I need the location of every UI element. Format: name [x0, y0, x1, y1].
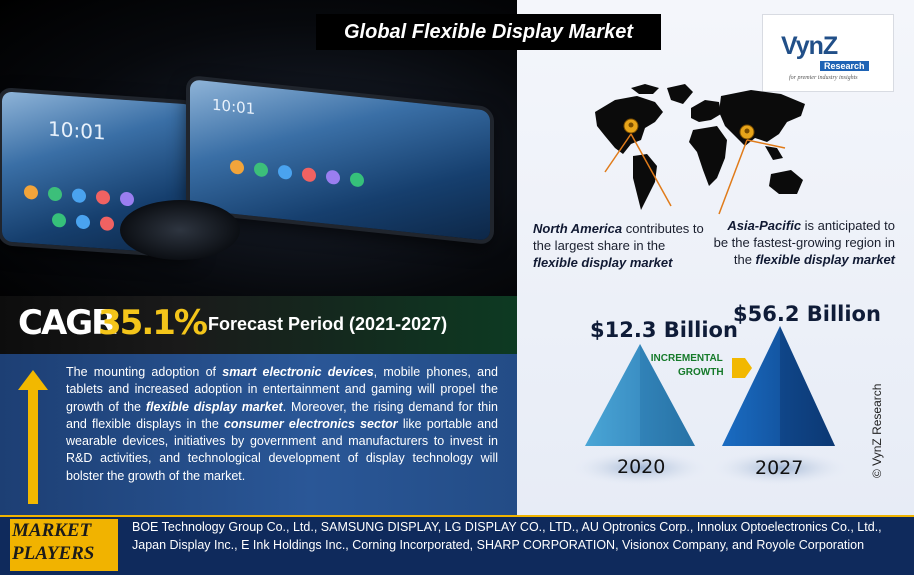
map-pin-north-america [623, 118, 639, 134]
asia-pacific-label: Asia-Pacific [727, 218, 802, 233]
cagr-strip: CAGR 35.1% Forecast Period (2021-2027) [0, 296, 517, 354]
map-pin-asia-pacific [739, 124, 755, 140]
pointer-line-na [604, 133, 632, 173]
incremental-growth-label: INCREMENTAL GROWTH [650, 353, 724, 378]
copyright-text: © VynZ Research [870, 383, 884, 478]
cagr-label: CAGR [18, 303, 117, 343]
app-icons-row-right [230, 159, 364, 188]
phone-clock-right: 10:01 [212, 95, 256, 119]
vynz-logo: VynZ Research for premier industry insig… [762, 14, 894, 92]
logo-subtitle: Research [820, 61, 869, 71]
market-players-list: BOE Technology Group Co., Ltd., SAMSUNG … [132, 520, 882, 552]
year-2027: 2027 [755, 457, 804, 479]
pyramid-base-2020 [570, 450, 710, 486]
cagr-value: 35.1% [98, 303, 208, 343]
market-players-bar [0, 515, 914, 575]
foldable-phone-right: 10:01 [190, 79, 490, 241]
page-title: Global Flexible Display Market [316, 14, 661, 50]
north-america-label: North America [533, 221, 623, 236]
market-players-label: MARKET PLAYERS [10, 519, 118, 571]
market-description: The mounting adoption of smart electroni… [66, 365, 498, 483]
device-hinge [120, 200, 240, 260]
pyramid-base-2027 [710, 450, 850, 486]
dock-icons-row [52, 212, 114, 232]
world-map [595, 84, 805, 215]
market-value-2020: $12.3 Billion [590, 318, 738, 342]
incremental-growth-arrow-icon [732, 358, 752, 378]
logo-name: VynZ [781, 32, 838, 60]
forecast-period: Forecast Period (2021-2027) [208, 314, 448, 334]
year-2020: 2020 [617, 456, 666, 478]
logo-tagline: for premier industry insights [789, 75, 858, 81]
market-value-2027: $56.2 Billion [733, 302, 881, 326]
growth-arrow-icon [18, 370, 48, 504]
market-size-pyramids [570, 326, 850, 486]
app-icons-row [24, 184, 134, 207]
asia-pacific-note: Asia-Pacific is anticipated to be the fa… [713, 218, 895, 267]
north-america-note: North America contributes to the largest… [533, 221, 704, 270]
phone-clock: 10:01 [48, 116, 106, 145]
pointer-line-apac [718, 139, 748, 215]
description-panel [0, 354, 517, 515]
